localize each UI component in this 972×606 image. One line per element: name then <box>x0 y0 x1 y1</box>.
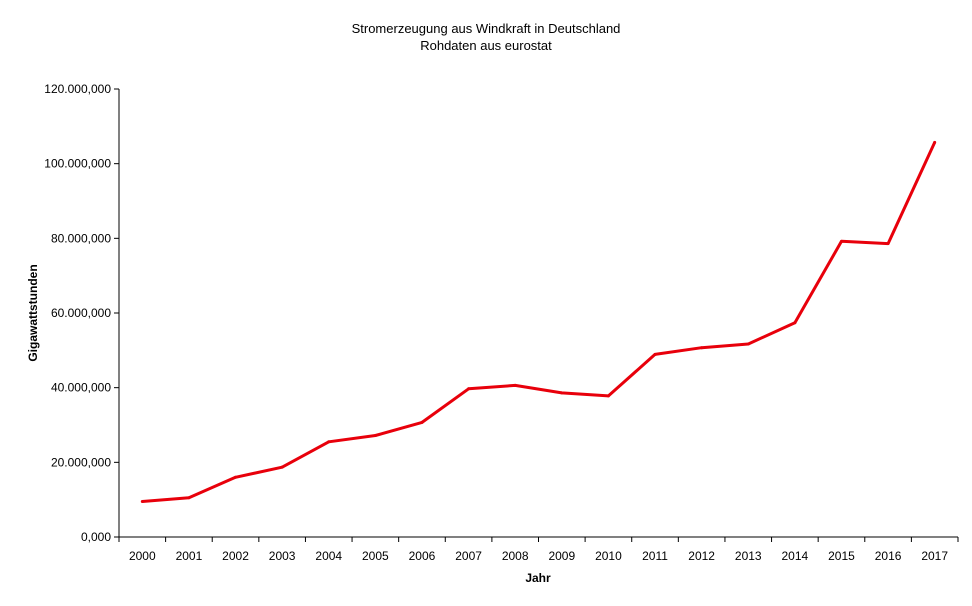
x-tick-label: 2004 <box>315 549 342 563</box>
y-tick-label: 100.000,000 <box>44 157 111 171</box>
data-point <box>373 433 377 437</box>
data-point <box>886 242 890 246</box>
x-tick-label: 2006 <box>409 549 436 563</box>
y-tick-label: 20.000,000 <box>51 455 111 469</box>
chart-subtitle: Rohdaten aus eurostat <box>420 38 552 53</box>
data-point <box>280 465 284 469</box>
x-tick-label: 2007 <box>455 549 482 563</box>
x-tick-label: 2003 <box>269 549 296 563</box>
data-point <box>327 440 331 444</box>
x-tick-label: 2010 <box>595 549 622 563</box>
chart-title: Stromerzeugung aus Windkraft in Deutschl… <box>352 21 621 36</box>
data-point <box>793 321 797 325</box>
x-tick-label: 2011 <box>642 549 668 563</box>
x-tick-label: 2016 <box>875 549 902 563</box>
data-point <box>234 475 238 479</box>
x-tick-label: 2002 <box>222 549 249 563</box>
x-axis-label: Jahr <box>525 571 551 585</box>
x-tick-label: 2008 <box>502 549 529 563</box>
data-point <box>560 391 564 395</box>
data-point <box>700 346 704 350</box>
y-axis-ticks: 0,000 20.000,000 40.000,000 60.000,000 80.00… <box>44 82 119 544</box>
y-tick-label: 40.000,000 <box>51 381 111 395</box>
x-tick-label: 2005 <box>362 549 389 563</box>
x-axis-ticks: 2000 2001 2002 2003 2004 2005 2006 2007 2008 2009… <box>118 537 959 563</box>
data-point <box>746 342 750 346</box>
x-tick-label: 2013 <box>735 549 762 563</box>
x-tick-label: 2009 <box>548 549 575 563</box>
y-tick-label: 80.000,000 <box>51 231 111 245</box>
x-tick-label: 2012 <box>688 549 715 563</box>
data-point <box>187 496 191 500</box>
x-tick-label: 2001 <box>176 549 203 563</box>
x-tick-label: 2014 <box>782 549 809 563</box>
y-tick-label: 60.000,000 <box>51 306 111 320</box>
data-point <box>513 383 517 387</box>
y-tick-label: 120.000,000 <box>44 82 111 96</box>
data-point <box>420 420 424 424</box>
x-tick-label: 2017 <box>921 549 948 563</box>
data-point <box>933 140 937 144</box>
x-tick-label: 2015 <box>828 549 855 563</box>
data-point <box>606 394 610 398</box>
series-points <box>140 140 937 504</box>
data-point <box>653 352 657 356</box>
x-tick-label: 2000 <box>129 549 156 563</box>
data-point <box>467 387 471 391</box>
data-point <box>839 239 843 243</box>
y-tick-label: 0,000 <box>81 530 111 544</box>
y-axis-label: Gigawattstunden <box>26 264 40 361</box>
series-line <box>142 141 937 503</box>
data-point <box>140 500 144 504</box>
